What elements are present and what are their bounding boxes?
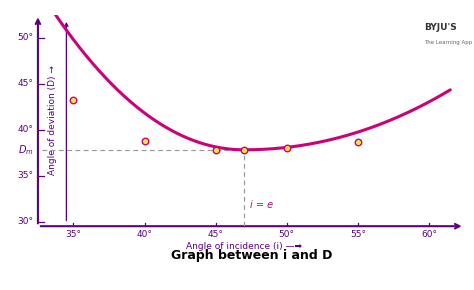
Text: 30°: 30° bbox=[18, 217, 34, 226]
Text: 55°: 55° bbox=[350, 230, 366, 239]
Point bbox=[240, 148, 248, 152]
Text: Angle of deviation (D) →: Angle of deviation (D) → bbox=[48, 66, 56, 175]
Text: 50°: 50° bbox=[279, 230, 295, 239]
Text: 40°: 40° bbox=[18, 125, 34, 134]
Text: Graph between i and D: Graph between i and D bbox=[171, 249, 332, 262]
Point bbox=[212, 148, 219, 152]
Text: Angle of incidence (i) —➡: Angle of incidence (i) —➡ bbox=[186, 242, 302, 251]
Text: 40°: 40° bbox=[137, 230, 153, 239]
Text: $D_m$: $D_m$ bbox=[18, 143, 34, 157]
Text: 50°: 50° bbox=[18, 33, 34, 42]
Point bbox=[141, 138, 148, 143]
Text: 45°: 45° bbox=[208, 230, 224, 239]
Text: The Learning App: The Learning App bbox=[424, 39, 473, 45]
Text: i = e: i = e bbox=[250, 200, 273, 210]
Point bbox=[70, 98, 77, 102]
Text: BYJU'S: BYJU'S bbox=[424, 23, 457, 32]
Text: 35°: 35° bbox=[18, 171, 34, 180]
Text: 35°: 35° bbox=[65, 230, 82, 239]
Point bbox=[354, 139, 362, 144]
Point bbox=[283, 146, 291, 151]
Text: 45°: 45° bbox=[18, 79, 34, 88]
Text: 60°: 60° bbox=[421, 230, 437, 239]
Text: B: B bbox=[393, 26, 403, 38]
